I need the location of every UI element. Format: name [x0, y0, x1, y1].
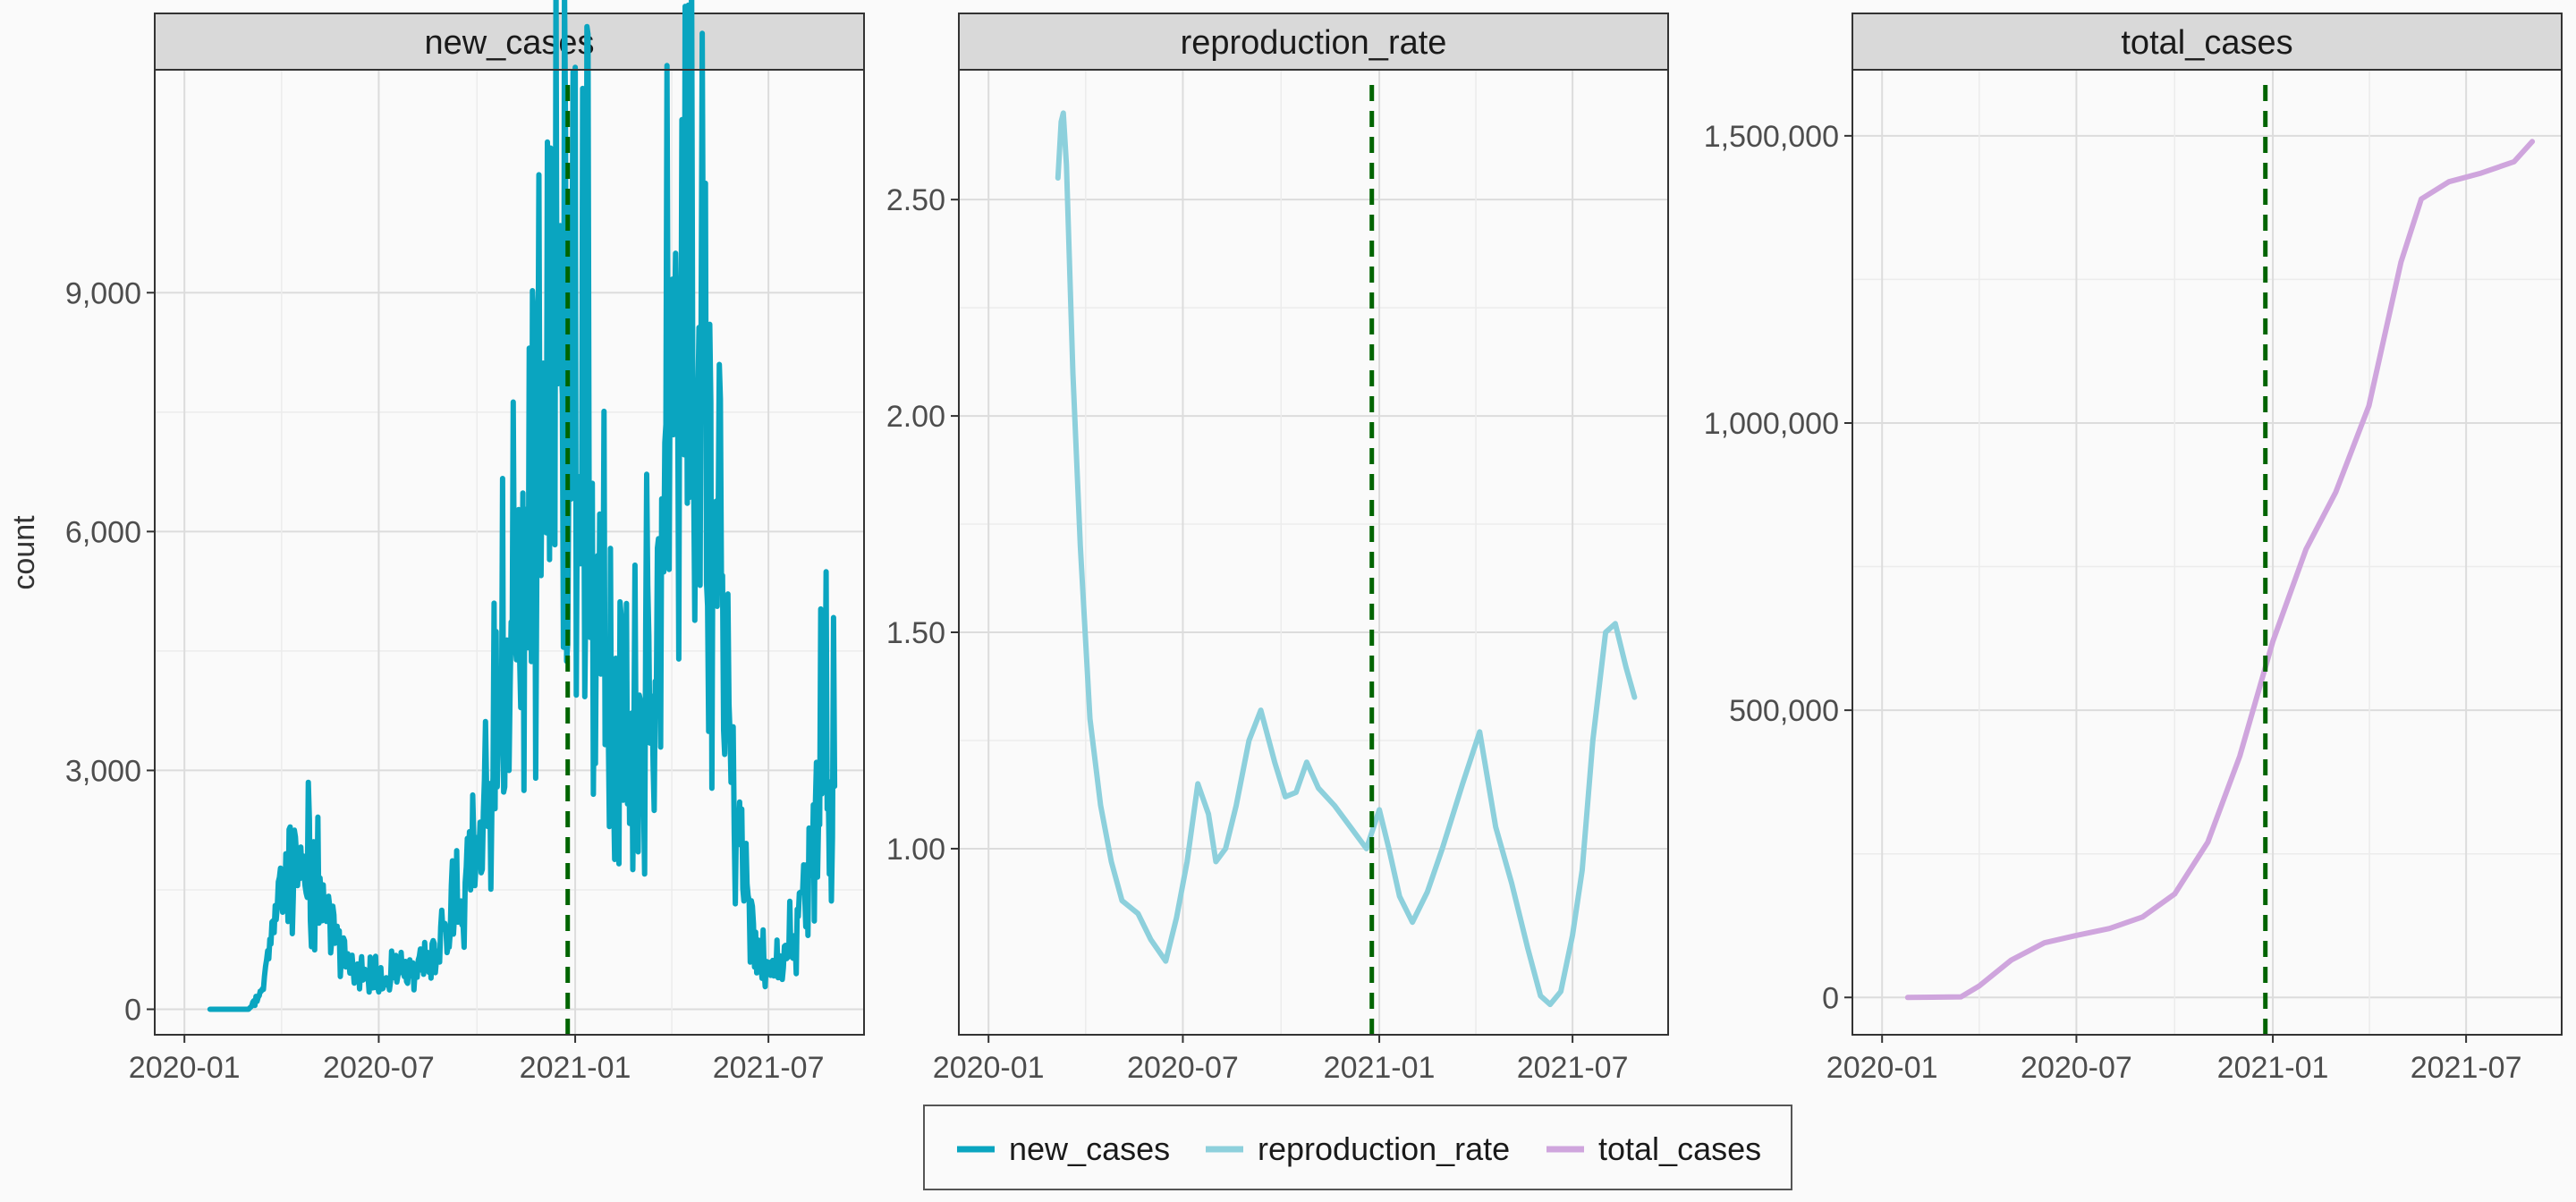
series-line-total_cases: [1904, 139, 2536, 1001]
legend-label: new_cases: [1009, 1130, 1170, 1167]
facet-panel-new_cases: new_cases 0 3,000 6,000 9,000 2020-01 2020-07 2…: [65, 0, 865, 1085]
y-tick-label: 500,000: [1729, 694, 1839, 728]
panel-border: [958, 69, 1669, 1036]
y-axis-title: count: [7, 515, 41, 590]
facet-strip: [958, 13, 1669, 71]
x-tick-label: 2020-01: [933, 1051, 1045, 1085]
y-tick-label: 6,000: [65, 515, 141, 549]
y-tick-label: 2.50: [886, 183, 945, 217]
legend-label: total_cases: [1598, 1130, 1761, 1167]
facet-strip: [1852, 13, 2563, 71]
y-tick-label: 1,500,000: [1704, 120, 1839, 154]
y-tick-label: 2.00: [886, 400, 945, 434]
panel-border: [154, 69, 865, 1036]
legend: new_cases reproduction_rate total_cases: [923, 1105, 1792, 1190]
x-tick-label: 2021-01: [2217, 1051, 2329, 1085]
x-tick-label: 2021-07: [2411, 1051, 2522, 1085]
y-tick-label: 1.00: [886, 833, 945, 867]
y-tick-label: 9,000: [65, 276, 141, 310]
facet-panel-total_cases: total_cases 0 500,000 1,000,000 1,500,000 202…: [1704, 13, 2563, 1085]
x-tick-label: 2021-01: [1324, 1051, 1436, 1085]
legend-box: [923, 1105, 1792, 1190]
plot-panel: [1852, 70, 2562, 1035]
series-line-new_cases: [207, 0, 838, 1012]
x-tick-label: 2021-07: [1517, 1051, 1629, 1085]
y-tick-label: 0: [1822, 981, 1839, 1015]
x-tick-label: 2020-07: [2021, 1051, 2132, 1085]
x-tick-label: 2020-07: [323, 1051, 435, 1085]
x-tick-label: 2020-07: [1127, 1051, 1239, 1085]
facet-title: reproduction_rate: [1181, 24, 1447, 62]
facet-strip: [154, 13, 865, 71]
y-tick-label: 1,000,000: [1704, 407, 1839, 441]
series-line-reproduction_rate: [1055, 110, 1638, 1008]
y-tick-label: 3,000: [65, 754, 141, 788]
y-tick-label: 0: [124, 994, 141, 1028]
panel-border: [1852, 69, 2563, 1036]
y-tick-label: 1.50: [886, 616, 945, 650]
facet-panel-reproduction_rate: reproduction_rate 1.00 1.50 2.00 2.50 2020-01…: [886, 13, 1669, 1085]
facet-title: total_cases: [2121, 24, 2292, 62]
x-tick-label: 2020-01: [1826, 1051, 1938, 1085]
x-tick-label: 2020-01: [129, 1051, 241, 1085]
x-tick-label: 2021-01: [520, 1051, 631, 1085]
legend-label: reproduction_rate: [1258, 1130, 1510, 1167]
plot-panel: [959, 70, 1668, 1035]
facet-panels: new_cases 0 3,000 6,000 9,000 2020-01 2020-07 2…: [65, 0, 2563, 1085]
facet-title: new_cases: [424, 24, 594, 62]
x-tick-label: 2021-07: [713, 1051, 825, 1085]
